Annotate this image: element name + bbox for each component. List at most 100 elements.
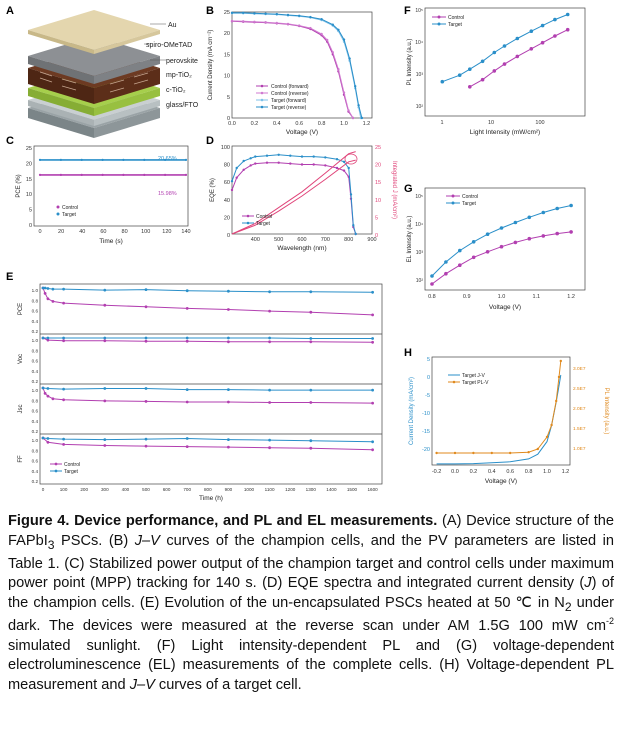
x-tick: 100: [141, 229, 150, 235]
row-label: Jsc: [18, 405, 24, 414]
series-line-target-pl-v: [436, 360, 562, 454]
series-line-target: [42, 437, 373, 443]
y2-axis-label: PL Intensity (a.u.): [603, 388, 609, 435]
panel-a-label: A: [6, 5, 14, 17]
x-tick: 40: [79, 229, 85, 235]
x-tick: 200: [80, 487, 88, 492]
data-point-control: [335, 166, 339, 170]
x-tick: 1600: [367, 487, 378, 492]
y-tick: 0.4: [32, 419, 39, 424]
data-point-control-reverse: [337, 68, 340, 71]
legend-entry: Target J-V: [462, 373, 485, 379]
data-point-target: [227, 438, 230, 441]
x-tick: 0.8: [525, 469, 533, 475]
panel-a: A: [6, 5, 199, 138]
data-point-target: [144, 336, 148, 340]
data-point-control: [499, 244, 504, 249]
data-point-target-pl-v: [472, 451, 475, 455]
x-tick: 1300: [306, 487, 317, 492]
data-point-control: [242, 168, 245, 171]
data-point-control: [309, 401, 313, 404]
data-point-control: [230, 188, 234, 192]
data-point-control: [227, 308, 230, 311]
data-point-control: [268, 401, 271, 404]
data-point-target: [553, 17, 557, 22]
data-point-control: [144, 339, 148, 343]
x-axis-label: Time (s): [99, 238, 123, 245]
data-point-target: [480, 59, 485, 64]
data-point-target: [541, 210, 546, 215]
caption-subscript: 3: [47, 537, 55, 552]
y-ticks: 1.0 0.8 0.6 0.4 0.2 1.0 0.8 0.6 0.4 0.2 …: [32, 288, 39, 484]
x-tick: 1.0: [498, 294, 506, 300]
data-point-target: [268, 336, 271, 340]
y-tick: 0.2: [32, 429, 39, 434]
y2-tick: 15: [375, 180, 381, 186]
data-point-target: [268, 388, 271, 392]
target-annotation: 20.65%: [158, 156, 177, 162]
y-tick: 0.4: [32, 319, 39, 324]
data-point-target: [59, 158, 63, 161]
data-point-target: [254, 155, 257, 158]
x-tick: 80: [122, 229, 128, 235]
caption-text: (A) Device structure of the FAPbI: [8, 513, 614, 549]
layer-label: c-TiO₂: [166, 87, 186, 94]
y-tick: -5: [425, 393, 430, 399]
y-tick: 100: [221, 145, 230, 151]
data-point-control: [185, 339, 189, 343]
data-point-target: [43, 286, 47, 290]
y-ticks: 25 20 15 10 5 0: [26, 146, 32, 229]
x-tick: 1200: [285, 487, 296, 492]
y-tick: 10²: [416, 104, 424, 110]
data-point-target: [555, 206, 559, 211]
data-point-control-reverse: [264, 21, 267, 24]
data-point-target: [230, 180, 234, 183]
data-point-target-reverse: [360, 116, 364, 120]
data-point-control: [458, 263, 462, 268]
y-tick: 0.8: [32, 398, 39, 403]
panel-e-label: E: [6, 271, 13, 283]
data-point-control: [43, 292, 47, 295]
y2-tick: 1.0E7: [573, 446, 586, 452]
x-tick: 600: [163, 487, 171, 492]
data-point-target-reverse: [264, 12, 267, 15]
data-point-target: [312, 155, 315, 158]
data-point-control: [569, 230, 573, 234]
legend-entry: Target (forward): [271, 98, 307, 104]
highlight-circle: [344, 153, 358, 165]
x-tick: 0.4: [488, 469, 496, 475]
data-point-target: [144, 288, 148, 291]
y-tick: 0.2: [32, 329, 39, 334]
data-point-target: [371, 440, 374, 444]
caption-text: under dark. The devices were measured at…: [8, 594, 614, 635]
data-point-target-reverse: [348, 57, 351, 60]
panel-b: B 0.0 0.2 0.4 0.6 0.8 1.0 1.2 25 20 15 1…: [206, 5, 373, 136]
data-point-control: [312, 163, 315, 166]
y-tick: 10³: [416, 250, 424, 256]
caption-text: PSCs. (B): [54, 532, 135, 549]
row-labels: PCE Voc Jsc FF: [18, 303, 24, 463]
data-point-control: [265, 161, 269, 164]
data-point-target: [268, 438, 271, 442]
legend-entry: Control: [448, 15, 464, 21]
x-tick: 1500: [347, 487, 358, 492]
data-point-target: [80, 158, 83, 161]
y-ticks: 10⁵ 10⁴ 10³ 10²: [415, 8, 423, 110]
data-point-target: [144, 437, 148, 441]
data-point-target: [515, 36, 520, 41]
layer-label: mp-TiO₂: [166, 72, 192, 79]
data-point-control: [309, 310, 313, 314]
data-point-control-reverse: [342, 91, 346, 94]
data-point-control: [249, 164, 252, 167]
x-tick: 0.6: [506, 469, 514, 475]
data-point-target-pl-v: [555, 399, 558, 403]
legend: Control Target: [242, 214, 272, 227]
series-line-control: [42, 337, 373, 343]
y-tick: 5: [227, 95, 230, 101]
plot-frame: [33, 145, 189, 227]
x-tick: 20: [58, 229, 64, 235]
data-point-target: [540, 23, 545, 28]
y-tick: 1.0: [32, 388, 39, 393]
series-line-target: [43, 287, 373, 293]
plot-frame: [424, 7, 586, 117]
